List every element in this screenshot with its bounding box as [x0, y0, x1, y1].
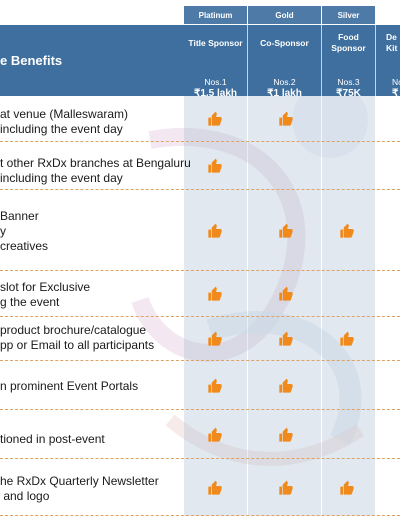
row-divider — [0, 270, 400, 271]
table-row: product brochure/catalogue pp or Email t… — [0, 317, 400, 361]
row-divider — [0, 316, 400, 317]
tier-silver: Silver — [322, 6, 375, 24]
column-price: ₹1 lakh — [267, 88, 302, 99]
thumbs-up-icon — [208, 223, 222, 238]
table-row: t other RxDx branches at Bengaluru inclu… — [0, 142, 400, 190]
row-divider — [0, 458, 400, 459]
benefit-text: he RxDx Quarterly Newsletter and logo — [0, 474, 159, 503]
column-name: Co-Sponsor — [260, 38, 309, 48]
thumbs-up-icon — [208, 378, 222, 393]
thumbs-up-icon — [208, 158, 222, 173]
column-price: ₹75K — [336, 88, 361, 99]
benefit-text: Banner y creatives — [0, 209, 49, 253]
thumbs-up-icon — [279, 286, 293, 301]
thumbs-up-icon — [208, 286, 222, 301]
column-title-sponsor: Title Sponsor Nos.1 ₹1.5 lakh — [184, 25, 247, 99]
benefit-text: n prominent Event Portals — [0, 379, 139, 393]
header-title: e Benefits — [0, 53, 63, 68]
thumbs-up-icon — [340, 480, 354, 495]
column-price: ₹1.5 lakh — [193, 88, 238, 99]
thumbs-up-icon — [279, 378, 293, 393]
column-nos: Nos.3 — [337, 77, 360, 87]
tier-platinum: Platinum — [184, 6, 247, 24]
thumbs-up-icon — [340, 331, 354, 346]
header-divider — [321, 25, 322, 96]
thumbs-up-icon — [279, 223, 293, 238]
column-nos: Nos.1 — [204, 77, 227, 87]
header-divider — [375, 25, 376, 96]
table-row: he RxDx Quarterly Newsletter and logo — [0, 459, 400, 516]
thumbs-up-icon — [279, 480, 293, 495]
header-divider — [247, 25, 248, 96]
column-name: De Kit — [386, 32, 398, 53]
row-divider — [0, 141, 400, 142]
column-name: Food Sponsor — [331, 32, 366, 53]
table-row: at venue (Malleswaram) including the eve… — [0, 96, 400, 142]
benefit-text: product brochure/catalogue pp or Email t… — [0, 323, 155, 352]
tier-gold: Gold — [248, 6, 321, 24]
thumbs-up-icon — [340, 223, 354, 238]
column-price: ₹ — [392, 88, 399, 99]
row-divider — [0, 189, 400, 190]
benefit-text: slot for Exclusive g the event — [0, 280, 91, 309]
table-row: slot for Exclusive g the event — [0, 271, 400, 317]
row-divider — [0, 409, 400, 410]
thumbs-up-icon — [208, 427, 222, 442]
table-header — [0, 25, 400, 96]
table-row: Banner y creatives — [0, 190, 400, 271]
thumbs-up-icon — [279, 331, 293, 346]
thumbs-up-icon — [208, 331, 222, 346]
column-nos: Nos.2 — [273, 77, 296, 87]
thumbs-up-icon — [208, 480, 222, 495]
thumbs-up-icon — [279, 427, 293, 442]
benefit-text: at venue (Malleswaram) including the eve… — [0, 107, 129, 136]
column-nos: No — [392, 77, 400, 87]
column-name: Title Sponsor — [188, 38, 243, 48]
column-partial: De Kit No ₹ — [376, 25, 400, 99]
table-row: n prominent Event Portals — [0, 361, 400, 410]
table-row: tioned in post-event — [0, 410, 400, 459]
column-co-sponsor: Co-Sponsor Nos.2 ₹1 lakh — [248, 25, 321, 99]
benefit-text: tioned in post-event — [0, 432, 105, 446]
benefit-text: t other RxDx branches at Bengaluru inclu… — [0, 156, 191, 185]
row-divider — [0, 360, 400, 361]
column-food-sponsor: Food Sponsor Nos.3 ₹75K — [322, 25, 375, 99]
thumbs-up-icon — [279, 111, 293, 126]
thumbs-up-icon — [208, 111, 222, 126]
